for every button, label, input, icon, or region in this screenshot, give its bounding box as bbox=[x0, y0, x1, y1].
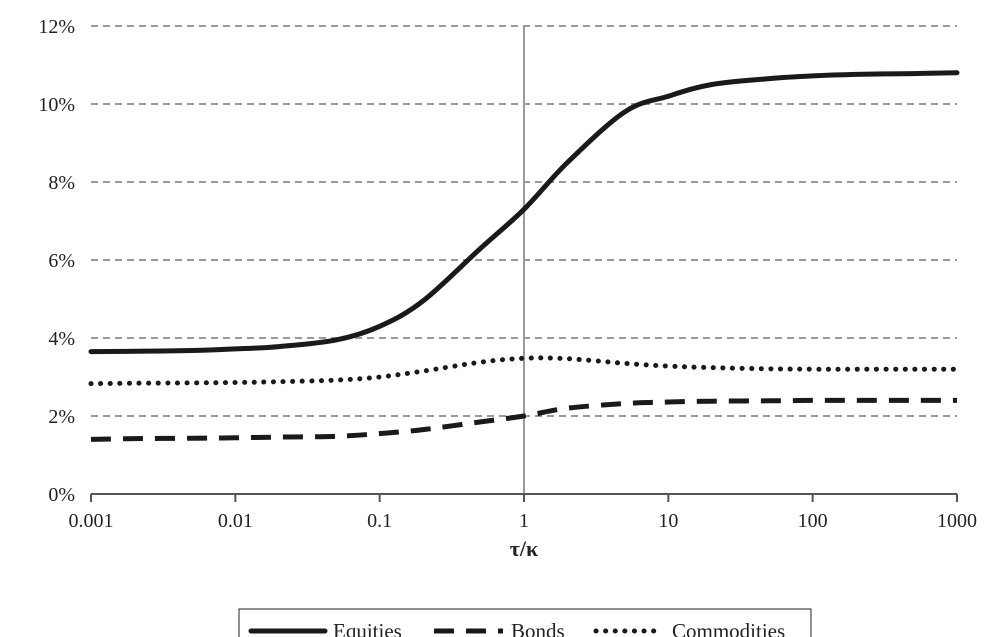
legend-box bbox=[238, 608, 812, 637]
x-tick-labels: 0.001 0.01 0.1 1 10 100 1000 bbox=[69, 510, 978, 532]
series-line-equities bbox=[88, 70, 960, 355]
y-tick-label: 10% bbox=[38, 94, 75, 116]
y-tick-label: 6% bbox=[48, 250, 75, 272]
series-line-bonds bbox=[90, 397, 957, 442]
series-line-commodities bbox=[88, 355, 960, 387]
x-tick-label: 100 bbox=[798, 510, 828, 532]
x-tick-label: 1 bbox=[519, 510, 529, 532]
y-tick-label: 2% bbox=[48, 406, 75, 428]
y-tick-label: 12% bbox=[38, 16, 75, 38]
series-lines bbox=[88, 70, 960, 442]
legend-label-equities: Equities bbox=[333, 619, 402, 637]
legend-label-bonds: Bonds bbox=[511, 619, 565, 637]
x-tick-label: 10 bbox=[658, 510, 678, 532]
x-axis-label: τ/κ bbox=[510, 536, 539, 561]
legend: Equities Bonds Commodities bbox=[238, 608, 812, 637]
legend-label-commodities: Commodities bbox=[672, 619, 785, 637]
y-tick-label: 4% bbox=[48, 328, 75, 350]
x-tick-label: 0.001 bbox=[69, 510, 114, 532]
y-tick-label: 0% bbox=[48, 484, 75, 506]
x-tick-label: 0.01 bbox=[218, 510, 253, 532]
x-tick-label: 1000 bbox=[937, 510, 977, 532]
axes bbox=[90, 493, 958, 502]
y-tick-labels: 0% 2% 4% 6% 8% 10% 12% bbox=[38, 16, 75, 506]
x-tick-label: 0.1 bbox=[367, 510, 392, 532]
y-tick-label: 8% bbox=[48, 172, 75, 194]
